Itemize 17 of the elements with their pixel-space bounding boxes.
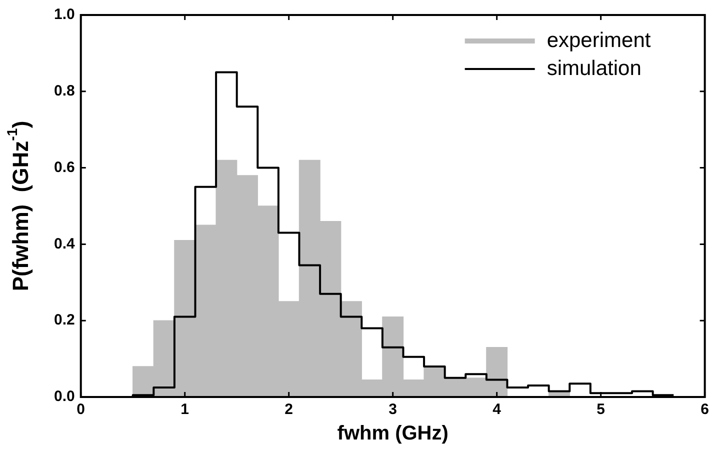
y-axis-title: P(fwhm) (GHz-1) <box>5 120 34 292</box>
y-tick-label: 0.4 <box>54 235 76 252</box>
x-tick-label: 3 <box>388 401 398 418</box>
y-tick-label: 1.0 <box>54 6 75 24</box>
x-tick-label: 5 <box>596 401 606 418</box>
legend-label: experiment <box>546 28 651 52</box>
x-tick-label: 2 <box>284 401 294 418</box>
y-tick-label: 0.6 <box>54 158 75 176</box>
x-axis-title: fwhm (GHz) <box>337 422 448 445</box>
x-tick-label: 4 <box>492 401 502 418</box>
x-tick-label: 0 <box>76 401 86 418</box>
x-tick-label: 6 <box>700 401 709 418</box>
y-tick-label: 0.2 <box>54 312 75 329</box>
y-tick-label: 0.8 <box>54 82 75 100</box>
legend-label: simulation <box>546 56 642 80</box>
y-tick-label: 0.0 <box>54 388 75 406</box>
x-tick-label: 1 <box>180 401 190 418</box>
